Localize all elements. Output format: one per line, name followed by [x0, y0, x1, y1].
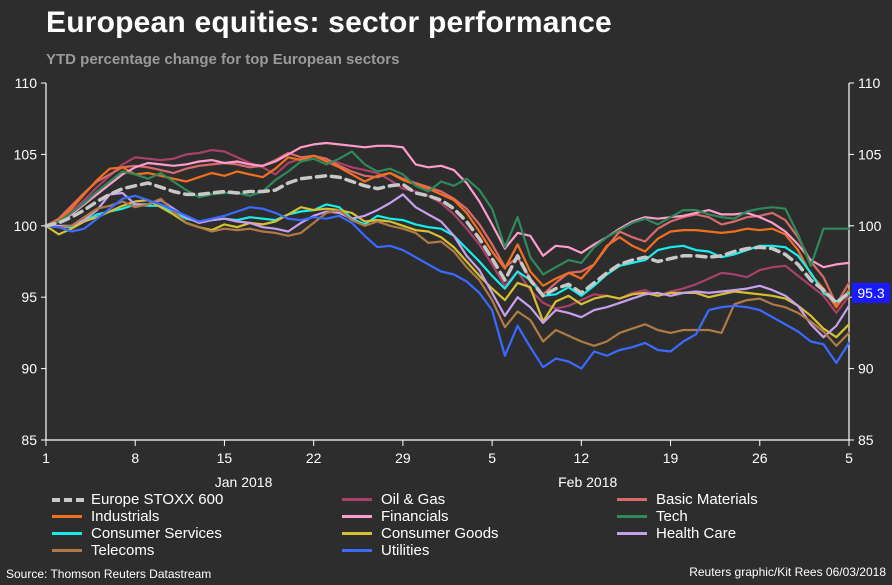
legend-label: Basic Materials	[656, 491, 758, 508]
legend-item-industrials: Industrials	[52, 508, 159, 525]
legend-swatch	[617, 532, 647, 535]
series-line-oil-gas	[44, 149, 851, 314]
legend-swatch	[342, 498, 372, 501]
legend-swatch	[342, 515, 372, 518]
legend-swatch	[617, 515, 647, 518]
x-tick-label: 22	[306, 450, 322, 466]
x-tick-label: 29	[395, 450, 411, 466]
legend-swatch	[52, 515, 82, 518]
legend-swatch	[342, 549, 372, 552]
y-tick-label-left: 90	[21, 361, 37, 377]
y-tick-label-left: 100	[14, 218, 38, 234]
credit-note: Reuters graphic/Kit Rees 06/03/2018	[689, 565, 886, 579]
legend-item-stoxx600: Europe STOXX 600	[52, 491, 223, 508]
legend-item-health-care: Health Care	[617, 525, 736, 542]
x-tick-label: 15	[217, 450, 233, 466]
legend-swatch	[52, 497, 84, 502]
legend-label: Oil & Gas	[381, 491, 446, 508]
y-tick-label-right: 100	[858, 218, 882, 234]
y-tick-label-left: 85	[21, 432, 37, 448]
x-tick-label: 1	[42, 450, 50, 466]
chart-legend: Europe STOXX 600 Oil & Gas Basic Materia…	[52, 491, 882, 561]
chart-title: European equities: sector performance	[46, 6, 612, 39]
series-line-consumer-services	[44, 203, 851, 303]
month-label: Jan 2018	[215, 474, 273, 490]
x-tick-label: 12	[574, 450, 590, 466]
last-value-badge	[852, 282, 890, 303]
legend-label: Industrials	[91, 508, 160, 525]
legend-item-consumer-goods: Consumer Goods	[342, 525, 499, 542]
legend-item-consumer-services: Consumer Services	[52, 525, 222, 542]
y-tick-label-left: 105	[14, 146, 38, 162]
y-tick-label-right: 85	[858, 432, 874, 448]
legend-label: Financials	[381, 508, 449, 525]
legend-swatch	[342, 532, 372, 535]
legend-swatch	[617, 498, 647, 501]
legend-item-oil-gas: Oil & Gas	[342, 491, 445, 508]
legend-item-tech: Tech	[617, 508, 688, 525]
chart-subtitle: YTD percentage change for top European s…	[46, 51, 400, 68]
x-tick-label: 5	[845, 450, 853, 466]
legend-label: Utilities	[381, 542, 430, 559]
legend-label: Health Care	[656, 525, 737, 542]
series-line-telecoms	[44, 197, 851, 347]
legend-item-telecoms: Telecoms	[52, 542, 154, 559]
x-tick-label: 26	[752, 450, 768, 466]
series-line-industrials	[44, 154, 851, 309]
y-tick-label-left: 110	[15, 75, 38, 91]
legend-label: Tech	[656, 508, 688, 525]
x-tick-label: 8	[131, 450, 139, 466]
x-tick-label: 5	[488, 450, 496, 466]
legend-swatch	[52, 549, 82, 552]
y-tick-label-right: 90	[858, 361, 874, 377]
x-tick-label: 19	[663, 450, 679, 466]
source-note: Source: Thomson Reuters Datastream	[6, 567, 212, 581]
legend-label: Telecoms	[91, 542, 155, 559]
series-line-financials	[44, 141, 851, 269]
legend-label: Consumer Goods	[381, 525, 499, 542]
legend-item-utilities: Utilities	[342, 542, 429, 559]
y-tick-label-left: 95	[21, 289, 37, 305]
legend-item-financials: Financials	[342, 508, 449, 525]
series-line-utilities	[44, 194, 851, 370]
legend-label: Consumer Services	[91, 525, 222, 542]
series-line-basic-materials	[44, 151, 851, 306]
legend-item-basic-materials: Basic Materials	[617, 491, 758, 508]
series-line-tech	[44, 150, 851, 276]
y-tick-label-right: 105	[858, 146, 882, 162]
legend-swatch	[52, 532, 82, 535]
series-line-europe-stoxx-600	[44, 174, 851, 305]
month-label: Feb 2018	[558, 474, 617, 490]
legend-label: Europe STOXX 600	[91, 491, 224, 508]
last-value-label: 95.3	[857, 285, 884, 301]
y-tick-label-right: 110	[858, 75, 881, 91]
